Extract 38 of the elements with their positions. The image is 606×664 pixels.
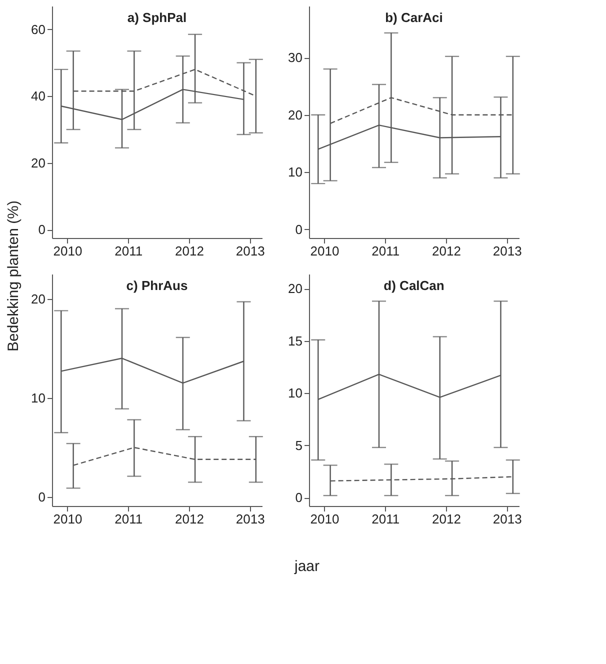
y-tick-label: 30 <box>288 50 302 66</box>
chart-title: a) SphPal <box>127 10 187 25</box>
y-tick-label: 20 <box>31 291 46 306</box>
x-tick-label: 2012 <box>174 512 204 526</box>
x-tick-label: 2011 <box>372 244 400 258</box>
y-tick-label: 0 <box>38 490 46 505</box>
x-tick-label: 2011 <box>114 512 143 526</box>
x-tick-label: 2010 <box>53 244 82 258</box>
x-tick-label: 2010 <box>310 512 340 526</box>
y-axis-title: Bedekking planten (%) <box>5 200 22 352</box>
x-tick-label: 2010 <box>53 512 82 526</box>
x-tick-label: 2010 <box>310 244 340 258</box>
y-tick-label: 10 <box>288 164 302 180</box>
x-tick-label: 2011 <box>372 512 400 526</box>
y-tick-label: 10 <box>31 390 46 406</box>
y-tick-label: 15 <box>288 333 302 348</box>
x-tick-label: 2011 <box>114 244 143 258</box>
x-tick-label: 2013 <box>492 244 522 258</box>
y-tick-label: 0 <box>38 222 46 238</box>
x-tick-label: 2013 <box>236 512 265 526</box>
x-tick-label: 2012 <box>432 244 461 258</box>
y-tick-label: 20 <box>288 281 302 296</box>
x-axis-title: jaar <box>293 558 320 575</box>
y-tick-label: 60 <box>31 22 46 37</box>
x-tick-label: 2013 <box>236 244 265 258</box>
chart-title: c) PhrAus <box>126 278 188 293</box>
x-tick-label: 2013 <box>492 512 522 526</box>
y-tick-label: 10 <box>288 386 302 401</box>
y-tick-label: 0 <box>295 222 302 237</box>
y-tick-label: 40 <box>31 88 46 104</box>
chart-title: b) CarAci <box>385 10 443 25</box>
y-tick-label: 0 <box>295 490 302 506</box>
chart-title: d) CalCan <box>384 278 444 293</box>
x-tick-label: 2012 <box>174 244 204 258</box>
y-tick-label: 5 <box>295 438 302 453</box>
y-tick-label: 20 <box>288 107 302 122</box>
y-tick-label: 20 <box>31 155 46 170</box>
x-tick-label: 2012 <box>432 512 461 526</box>
